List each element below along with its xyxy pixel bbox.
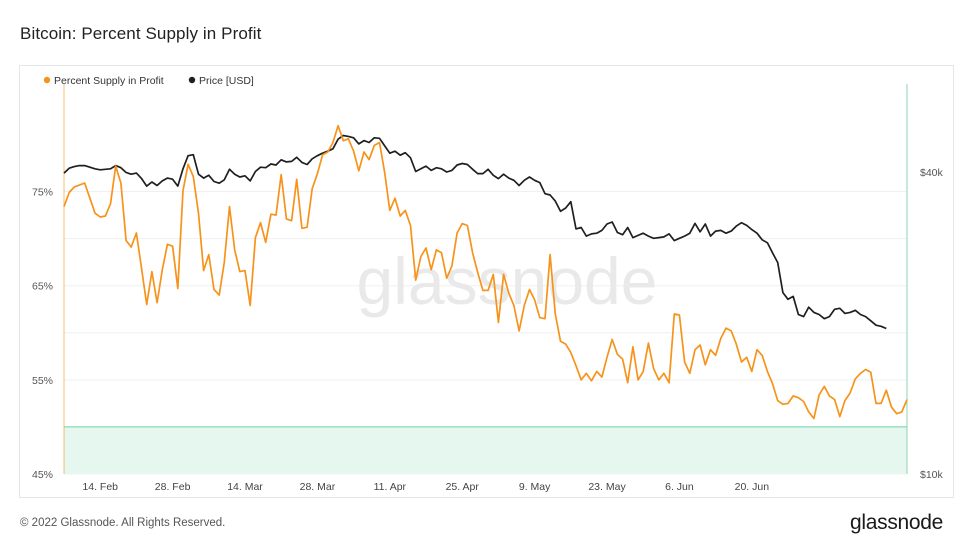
x-tick-label: 14. Mar xyxy=(227,481,263,493)
x-tick-label: 9. May xyxy=(519,481,551,493)
y-tick-label-left: 75% xyxy=(32,187,53,199)
legend: Percent Supply in Profit Price [USD] xyxy=(43,75,254,87)
page-title: Bitcoin: Percent Supply in Profit xyxy=(20,24,262,43)
x-axis-labels: 14. Feb 28. Feb 14. Mar 28. Mar 11. Apr 25. A… xyxy=(82,481,769,493)
x-tick-label: 14. Feb xyxy=(82,481,118,493)
legend-label-supply-in-profit: Percent Supply in Profit xyxy=(54,75,164,87)
copyright-text: © 2022 Glassnode. All Rights Reserved. xyxy=(20,517,226,529)
right-axis-labels: $10k $40k xyxy=(920,167,944,481)
y-tick-label-right: $10k xyxy=(920,469,944,481)
x-tick-label: 28. Mar xyxy=(300,481,336,493)
x-tick-label: 11. Apr xyxy=(374,481,407,493)
legend-marker-supply-in-profit xyxy=(43,76,51,84)
y-tick-label-left: 45% xyxy=(32,469,53,481)
series-line-supply-in-profit xyxy=(63,124,908,420)
legend-marker-price xyxy=(188,76,196,84)
legend-label-price: Price [USD] xyxy=(199,75,254,87)
left-axis-labels: 45% 55% 65% 75% xyxy=(32,187,53,481)
threshold-band xyxy=(64,426,907,474)
series-line-price xyxy=(63,134,887,330)
legend-item-supply-in-profit[interactable]: Percent Supply in Profit xyxy=(43,75,164,87)
x-tick-label: 25. Apr xyxy=(446,481,480,493)
chart-panel: glassnode 45% 55% 65% 75% $10k $40k 14. Feb 2… xyxy=(19,65,954,498)
y-tick-label-left: 65% xyxy=(32,281,53,293)
x-tick-label: 23. May xyxy=(588,481,626,493)
x-tick-label: 28. Feb xyxy=(155,481,191,493)
x-tick-label: 6. Jun xyxy=(665,481,694,493)
watermark: glassnode xyxy=(357,244,658,318)
y-tick-label-right: $40k xyxy=(920,167,944,179)
glassnode-logo: glassnode xyxy=(850,511,944,534)
legend-item-price[interactable]: Price [USD] xyxy=(188,75,254,87)
chart-svg: glassnode 45% 55% 65% 75% $10k $40k 14. Feb 2… xyxy=(32,75,944,493)
y-tick-label-left: 55% xyxy=(32,375,53,387)
x-tick-label: 20. Jun xyxy=(735,481,770,493)
